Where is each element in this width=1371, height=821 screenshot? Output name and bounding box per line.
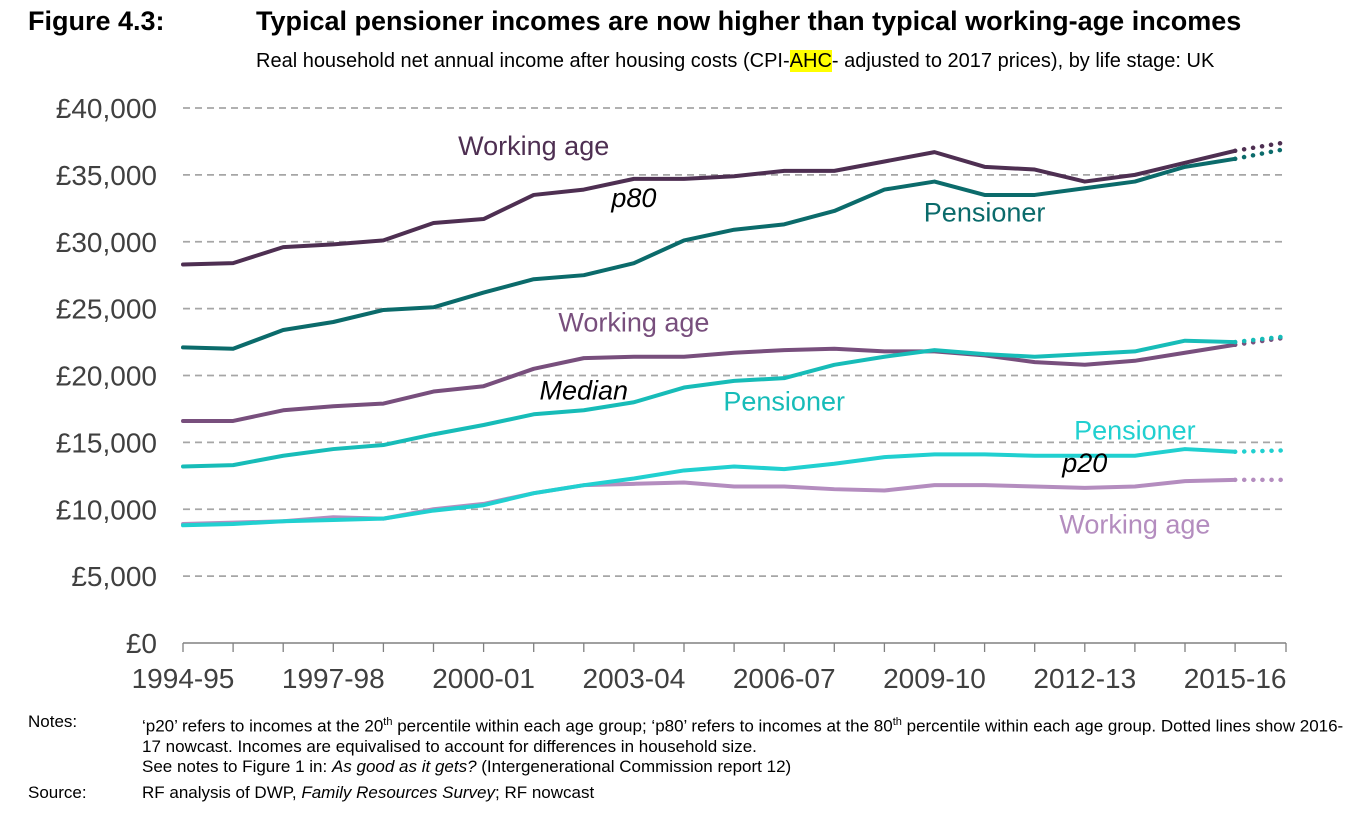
y-tick-label: £25,000 xyxy=(56,294,157,325)
subtitle-text-pre: Real household net annual income after h… xyxy=(256,50,790,72)
y-tick-label: £5,000 xyxy=(71,561,157,592)
series-nowcast-median_pensioner xyxy=(1232,334,1286,345)
notes-text: ‘p20’ refers to incomes at the 20th perc… xyxy=(142,712,1352,777)
series-line-p80_working xyxy=(181,148,1238,267)
notes-text-2: percentile within each age group; ‘p80’ … xyxy=(392,716,893,736)
x-tick-label: 2003-04 xyxy=(583,663,686,694)
subtitle-text-post: - adjusted to 2017 prices), by life stag… xyxy=(831,50,1215,72)
source-text-pre: RF analysis of DWP, xyxy=(142,783,302,802)
y-tick-label: £0 xyxy=(126,628,157,659)
series-line-median_working xyxy=(181,342,1238,423)
y-tick-label: £35,000 xyxy=(56,160,157,191)
source-text-post: ; RF nowcast xyxy=(495,783,595,802)
x-tick-label: 2000-01 xyxy=(432,663,535,694)
notes-label: Notes: xyxy=(28,712,78,731)
series-line-p80_pensioner xyxy=(181,156,1238,351)
notes-text-3: percentile within each age group. Dotted… xyxy=(142,716,1344,756)
series-annotation: Working age xyxy=(458,131,609,161)
chart-subtitle: Real household net annual income after h… xyxy=(256,50,1214,73)
line-chart: £0 £5,000 £10,000 £15,000 £20,000 £25,000 £30,… xyxy=(56,93,1287,694)
chart-title: Typical pensioner incomes are now higher… xyxy=(256,6,1242,36)
y-tick-label: £30,000 xyxy=(56,227,157,258)
series-annotation: p20 xyxy=(1061,448,1107,478)
source-text: RF analysis of DWP, Family Resources Sur… xyxy=(142,783,594,803)
series-annotation: Working age xyxy=(558,307,709,337)
x-tick-label: 1994-95 xyxy=(132,663,235,694)
series-nowcast-p20_pensioner xyxy=(1232,448,1286,454)
series-nowcast-p80_pensioner xyxy=(1232,147,1286,162)
x-tick-label: 2015-16 xyxy=(1184,663,1287,694)
y-tick-label: £40,000 xyxy=(56,93,157,124)
series-annotation: p80 xyxy=(610,183,656,213)
series-annotation: Working age xyxy=(1059,509,1210,539)
series-nowcast-p80_working xyxy=(1232,140,1286,154)
x-tick-label: 2006-07 xyxy=(733,663,836,694)
series-annotation: Pensioner xyxy=(723,386,845,416)
series-annotation: Pensioner xyxy=(1074,416,1196,446)
source-label: Source: xyxy=(28,783,87,802)
series-line-median_pensioner xyxy=(181,338,1238,469)
y-tick-label: £20,000 xyxy=(56,361,157,392)
x-tick-label: 1997-98 xyxy=(282,663,385,694)
notes-sup-1: th xyxy=(383,716,393,728)
notes-text-5: (Intergenerational Commission report 12) xyxy=(476,756,792,776)
subtitle-highlight: AHC xyxy=(789,50,832,72)
notes-text-4: See notes to Figure 1 in: xyxy=(142,756,332,776)
y-tick-label: £10,000 xyxy=(56,494,157,525)
figure-label: Figure 4.3: xyxy=(28,6,165,36)
series-nowcast-median_working xyxy=(1232,335,1286,347)
y-tick-label: £15,000 xyxy=(56,427,157,458)
notes-text-1: ‘p20’ refers to incomes at the 20 xyxy=(142,716,384,736)
notes-report-title: As good as it gets? xyxy=(331,756,477,776)
series-line-p20_pensioner xyxy=(181,447,1238,528)
source-survey-name: Family Resources Survey xyxy=(301,783,496,802)
notes-sup-2: th xyxy=(892,716,902,728)
x-tick-label: 2009-10 xyxy=(883,663,986,694)
x-tick-label: 2012-13 xyxy=(1033,663,1136,694)
series-annotation: Median xyxy=(540,376,629,406)
series-annotation: Pensioner xyxy=(924,198,1046,228)
